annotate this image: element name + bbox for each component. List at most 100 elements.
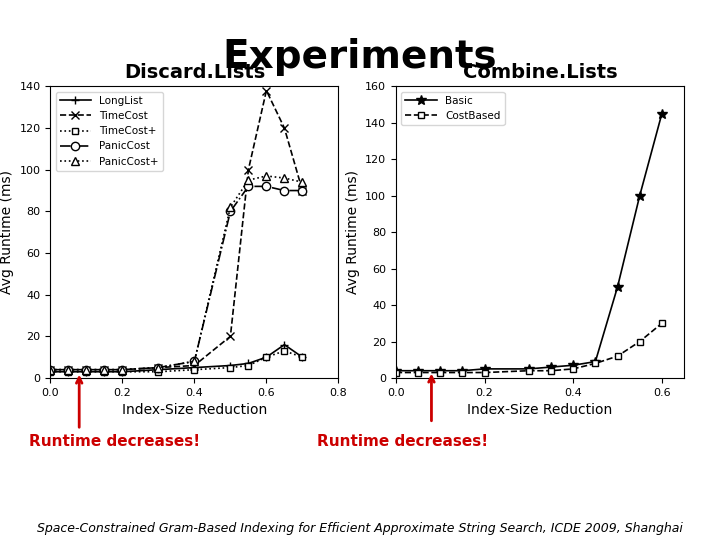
Basic: [635, 192, 644, 199]
CostBased: [392, 369, 400, 376]
Basic: [591, 359, 600, 365]
Line: CostBased: CostBased: [392, 320, 665, 376]
Text: Space-Constrained Gram-Based Indexing for Efficient Approximate String Search, I: Space-Constrained Gram-Based Indexing fo…: [37, 522, 683, 535]
TimeCost+: [262, 354, 271, 360]
PanicCost: [46, 367, 55, 373]
PanicCost: [64, 367, 73, 373]
TimeCost+: [244, 362, 253, 369]
PanicCost+: [262, 173, 271, 179]
CostBased: [436, 369, 445, 376]
PanicCost: [262, 183, 271, 190]
Line: TimeCost: TimeCost: [46, 86, 307, 374]
Basic: [392, 367, 400, 374]
TimeCost+: [118, 368, 127, 375]
X-axis label: Index-Size Reduction: Index-Size Reduction: [122, 403, 267, 417]
LongList: [262, 354, 271, 360]
PanicCost: [244, 183, 253, 190]
PanicCost+: [82, 367, 91, 373]
Y-axis label: Avg Runtime (ms): Avg Runtime (ms): [0, 170, 14, 294]
Line: PanicCost: PanicCost: [46, 182, 307, 374]
TimeCost+: [154, 368, 163, 375]
PanicCost+: [118, 367, 127, 373]
CostBased: [546, 367, 555, 374]
LongList: [298, 354, 307, 360]
CostBased: [458, 369, 467, 376]
TimeCost+: [82, 368, 91, 375]
TimeCost: [262, 87, 271, 94]
Legend: Basic, CostBased: Basic, CostBased: [401, 92, 505, 125]
LongList: [64, 368, 73, 375]
PanicCost+: [226, 204, 235, 211]
PanicCost: [280, 187, 289, 194]
CostBased: [414, 369, 423, 376]
PanicCost+: [154, 364, 163, 371]
PanicCost+: [64, 367, 73, 373]
CostBased: [480, 369, 489, 376]
TimeCost: [82, 367, 91, 373]
CostBased: [591, 360, 600, 367]
TimeCost: [280, 125, 289, 131]
Text: Runtime decreases!: Runtime decreases!: [29, 434, 200, 449]
LongList: [118, 368, 127, 375]
TimeCost+: [64, 368, 73, 375]
TimeCost: [298, 187, 307, 194]
CostBased: [525, 367, 534, 374]
Line: Basic: Basic: [391, 109, 667, 376]
PanicCost: [298, 187, 307, 194]
TimeCost+: [46, 368, 55, 375]
Line: LongList: LongList: [46, 341, 307, 376]
Basic: [657, 111, 666, 117]
LongList: [154, 367, 163, 373]
TimeCost+: [100, 368, 109, 375]
Basic: [458, 367, 467, 374]
PanicCost: [154, 364, 163, 371]
Basic: [613, 284, 622, 290]
Basic: [525, 366, 534, 372]
LongList: [280, 341, 289, 348]
TimeCost: [64, 367, 73, 373]
Basic: [480, 366, 489, 372]
TimeCost: [190, 362, 199, 369]
Basic: [436, 367, 445, 374]
TimeCost+: [190, 367, 199, 373]
Text: Runtime decreases!: Runtime decreases!: [317, 434, 488, 449]
TimeCost: [118, 367, 127, 373]
LongList: [100, 368, 109, 375]
TimeCost: [46, 367, 55, 373]
Basic: [414, 367, 423, 374]
PanicCost: [82, 367, 91, 373]
CostBased: [635, 338, 644, 345]
LongList: [82, 368, 91, 375]
CostBased: [613, 353, 622, 360]
CostBased: [657, 320, 666, 327]
PanicCost: [118, 367, 127, 373]
X-axis label: Index-Size Reduction: Index-Size Reduction: [467, 403, 613, 417]
Line: PanicCost+: PanicCost+: [46, 172, 307, 374]
TimeCost: [154, 364, 163, 371]
Basic: [546, 364, 555, 370]
PanicCost: [226, 208, 235, 214]
PanicCost: [190, 358, 199, 365]
Text: Experiments: Experiments: [222, 38, 498, 76]
PanicCost+: [190, 358, 199, 365]
TimeCost: [244, 166, 253, 173]
Y-axis label: Avg Runtime (ms): Avg Runtime (ms): [346, 170, 359, 294]
LongList: [226, 362, 235, 369]
LongList: [46, 368, 55, 375]
PanicCost+: [298, 179, 307, 185]
LongList: [190, 364, 199, 371]
Title: Discard.Lists: Discard.Lists: [124, 63, 265, 82]
TimeCost+: [226, 364, 235, 371]
TimeCost+: [298, 354, 307, 360]
PanicCost+: [100, 367, 109, 373]
Legend: LongList, TimeCost, TimeCost+, PanicCost, PanicCost+: LongList, TimeCost, TimeCost+, PanicCost…: [55, 92, 163, 171]
PanicCost+: [46, 367, 55, 373]
PanicCost+: [244, 177, 253, 184]
Title: Combine.Lists: Combine.Lists: [463, 63, 617, 82]
TimeCost: [226, 333, 235, 340]
PanicCost+: [280, 175, 289, 181]
CostBased: [569, 366, 577, 372]
Basic: [569, 362, 577, 368]
LongList: [244, 360, 253, 367]
TimeCost+: [280, 348, 289, 354]
